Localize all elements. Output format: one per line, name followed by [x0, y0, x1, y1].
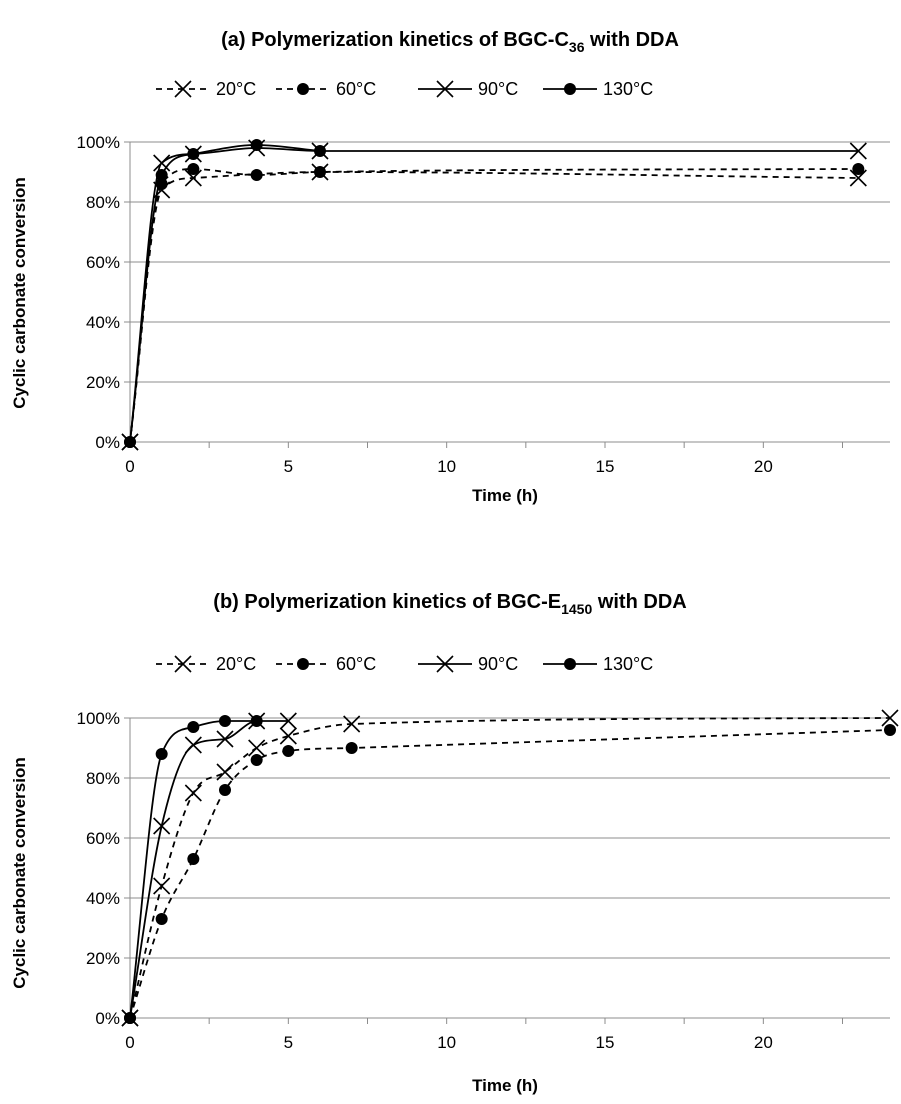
dot-marker: [314, 145, 326, 157]
chart-a-gridlines: [130, 141, 890, 383]
chart-b-y-axis-label: Cyclic carbonate conversion: [10, 757, 29, 988]
series-line: [129, 717, 891, 1019]
x-marker: [184, 784, 202, 802]
x-marker: [881, 709, 899, 727]
legend-x-marker: [174, 655, 192, 673]
legend-label: 20°C: [216, 654, 256, 674]
dot-marker: [852, 163, 865, 175]
x-marker: [184, 169, 202, 187]
x-tick-label: 10: [437, 1033, 456, 1052]
chart-a: (a) Polymerization kinetics of BGC-C36 w…: [10, 29, 890, 505]
series-line: [129, 720, 257, 1019]
legend-label: 20°C: [216, 79, 256, 99]
dot-marker: [282, 745, 295, 757]
y-tick-label: 0%: [95, 433, 120, 452]
legend-label: 60°C: [336, 654, 376, 674]
legend-label: 130°C: [603, 79, 653, 99]
y-tick-label: 60%: [86, 253, 120, 272]
legend-label: 90°C: [478, 654, 518, 674]
y-tick-label: 80%: [86, 193, 120, 212]
x-tick-label: 5: [284, 1033, 293, 1052]
dot-marker: [250, 139, 263, 151]
legend-label: 90°C: [478, 79, 518, 99]
chart-b: (b) Polymerization kinetics of BGC-E1450…: [10, 591, 899, 1095]
legend-dot-marker: [564, 658, 576, 670]
x-tick-label: 10: [437, 457, 456, 476]
x-tick-label: 5: [284, 457, 293, 476]
x-marker: [248, 739, 266, 757]
dot-marker: [250, 169, 263, 181]
y-tick-label: 20%: [86, 373, 120, 392]
legend-label: 130°C: [603, 654, 653, 674]
legend-x-marker: [174, 80, 192, 98]
series-line: [129, 729, 891, 1019]
x-tick-label: 20: [754, 457, 773, 476]
legend-x-marker: [436, 655, 454, 673]
y-tick-label: 40%: [86, 313, 120, 332]
x-marker: [279, 712, 297, 730]
x-tick-label: 15: [596, 457, 615, 476]
dot-marker: [345, 742, 358, 754]
dot-marker: [219, 784, 231, 796]
y-tick-label: 60%: [86, 829, 120, 848]
chart-a-series: [121, 139, 867, 451]
dot-marker: [187, 148, 200, 160]
chart-b-gridlines: [130, 717, 890, 959]
dot-marker: [124, 1012, 136, 1024]
x-tick-label: 20: [754, 1033, 773, 1052]
legend-x-marker: [436, 80, 454, 98]
x-marker: [849, 142, 867, 160]
series-line: [129, 720, 289, 1019]
chart-a-y-axis-label: Cyclic carbonate conversion: [10, 177, 29, 408]
y-tick-label: 40%: [86, 889, 120, 908]
chart-a-axes: 0% 20% 40% 60% 80% 100% 0 5 10 15 20: [77, 133, 890, 476]
dot-marker: [155, 913, 168, 925]
x-marker: [216, 730, 234, 748]
x-marker: [153, 817, 171, 835]
x-marker: [849, 169, 867, 187]
dot-marker: [187, 721, 200, 733]
chart-b-title: (b) Polymerization kinetics of BGC-E1450…: [213, 591, 686, 617]
x-tick-label: 0: [125, 1033, 134, 1052]
dot-marker: [155, 169, 168, 181]
legend-label: 60°C: [336, 79, 376, 99]
dot-marker: [219, 715, 231, 727]
series-line: [129, 147, 859, 443]
legend-dot-marker: [297, 658, 309, 670]
x-marker: [279, 727, 297, 745]
dot-marker: [124, 436, 136, 448]
x-marker: [153, 154, 171, 172]
y-tick-label: 80%: [86, 769, 120, 788]
y-tick-label: 0%: [95, 1009, 120, 1028]
x-marker: [343, 715, 361, 733]
dot-marker: [884, 724, 896, 736]
y-tick-label: 100%: [77, 709, 120, 728]
dot-marker: [155, 748, 168, 760]
x-marker: [184, 736, 202, 754]
series-line: [129, 171, 859, 443]
y-tick-label: 20%: [86, 949, 120, 968]
x-marker: [153, 877, 171, 895]
dot-marker: [250, 754, 263, 766]
x-tick-label: 0: [125, 457, 134, 476]
dot-marker: [250, 715, 263, 727]
dot-marker: [187, 853, 200, 865]
series-line: [129, 168, 859, 443]
chart-a-title: (a) Polymerization kinetics of BGC-C36 w…: [221, 29, 679, 55]
chart-b-series: [121, 709, 899, 1027]
chart-b-x-axis-label: Time (h): [472, 1076, 538, 1095]
legend-dot-marker: [297, 83, 309, 95]
dot-marker: [314, 166, 326, 178]
y-tick-label: 100%: [77, 133, 120, 152]
x-marker: [216, 763, 234, 781]
chart-a-legend: 20°C 60°C 90°C 130°C: [156, 79, 653, 99]
legend-dot-marker: [564, 83, 576, 95]
chart-b-legend: 20°C 60°C 90°C 130°C: [156, 654, 653, 674]
chart-b-axes: 0% 20% 40% 60% 80% 100% 0 5 10 15 20: [77, 709, 890, 1052]
x-tick-label: 15: [596, 1033, 615, 1052]
dot-marker: [187, 163, 200, 175]
chart-a-x-axis-label: Time (h): [472, 486, 538, 505]
